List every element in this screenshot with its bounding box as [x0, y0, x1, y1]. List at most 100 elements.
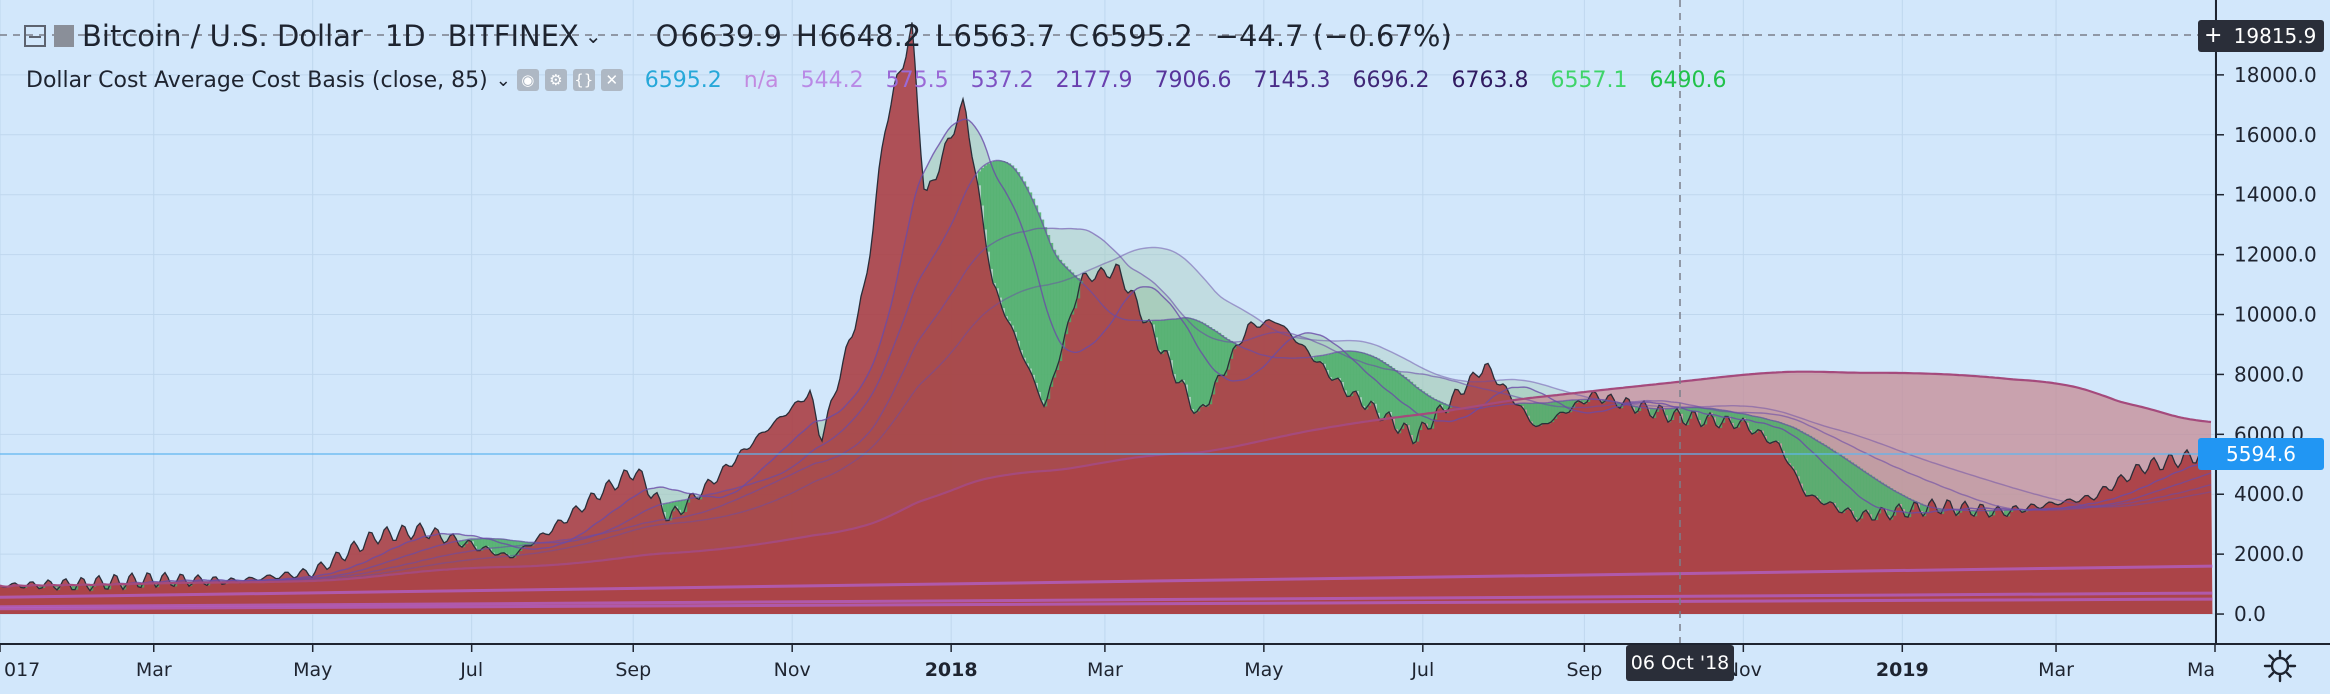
price-below-basis: [2022, 509, 2026, 513]
y-tick-label: 10000.0: [2234, 303, 2317, 327]
price-below-basis: [1746, 414, 1750, 423]
price-below-basis: [1539, 402, 1543, 426]
price-below-basis: [1776, 421, 1780, 442]
price-below-basis: [1380, 360, 1384, 421]
x-tick-label: Mar: [2038, 659, 2074, 681]
price-below-basis: [504, 539, 508, 553]
price-below-basis: [1683, 407, 1687, 423]
price-below-basis: [1689, 407, 1693, 419]
price-below-basis: [1572, 400, 1576, 409]
price-below-basis: [1989, 510, 1993, 518]
code-icon[interactable]: {}: [572, 69, 595, 91]
indicator-values: 6595.2 n/a 544.2 575.5 537.2 2177.9 7906.6 7145…: [623, 68, 1727, 93]
symbol-title[interactable]: Bitcoin / U.S. Dollar: [82, 19, 363, 53]
price-below-basis: [1581, 399, 1585, 403]
price-below-basis: [72, 585, 76, 590]
price-below-basis: [1875, 478, 1879, 520]
price-below-basis: [1425, 393, 1429, 424]
price-below-basis: [1857, 466, 1861, 522]
price-below-basis: [477, 538, 481, 551]
price-below-basis: [663, 503, 667, 513]
price-below-basis: [483, 538, 487, 548]
close-icon[interactable]: ✕: [600, 69, 623, 91]
indicator-value: n/a: [743, 67, 779, 93]
price-below-basis: [1653, 408, 1657, 418]
price-below-basis: [1383, 362, 1387, 421]
collapse-icon[interactable]: [24, 25, 46, 47]
price-below-basis: [1794, 427, 1798, 471]
y-tick-label: 16000.0: [2234, 123, 2317, 147]
price-below-basis: [1782, 423, 1786, 451]
price-below-basis: [1008, 163, 1012, 322]
crosshair-price-value: 19815.9: [2233, 24, 2317, 48]
ohlc-key-c: C: [1068, 19, 1090, 53]
price-below-basis: [1005, 161, 1009, 317]
price-below-basis: [1851, 462, 1855, 511]
interval-label[interactable]: 1D: [384, 19, 426, 53]
price-below-basis: [1185, 317, 1189, 385]
indicator-value: 6696.2: [1352, 67, 1430, 93]
price-below-basis: [525, 541, 529, 546]
price-below-basis: [1740, 413, 1744, 422]
indicator-name[interactable]: Dollar Cost Average Cost Basis (close, 8…: [26, 67, 488, 93]
price-below-basis: [1704, 408, 1708, 425]
price-below-basis: [1158, 320, 1162, 350]
price-below-basis: [1737, 412, 1741, 428]
x-tick-label: Nov: [1725, 659, 1762, 681]
x-tick-label: Ma: [2187, 659, 2215, 681]
gear-icon[interactable]: ⚙: [544, 69, 567, 91]
price-below-basis: [1839, 454, 1843, 513]
chevron-down-icon[interactable]: ⌄: [495, 69, 511, 91]
price-below-basis: [489, 538, 493, 549]
price-below-basis: [1779, 422, 1783, 444]
symbol-legend: Bitcoin / U.S. Dollar 1D BITFINEX ⌄ O663…: [0, 14, 1452, 58]
price-below-basis: [459, 540, 463, 546]
ohlc-value-h: 6648.2: [819, 19, 922, 53]
indicator-value: 7145.3: [1253, 67, 1331, 93]
price-below-basis: [672, 502, 676, 512]
exchange-label[interactable]: BITFINEX: [447, 19, 579, 53]
price-below-basis: [1956, 510, 1960, 516]
indicator-value: 6490.6: [1649, 67, 1727, 93]
eye-icon[interactable]: ◉: [516, 69, 539, 91]
price-below-basis: [1908, 498, 1912, 518]
price-below-basis: [1329, 354, 1333, 378]
price-below-basis: [480, 538, 484, 551]
price-below-basis: [1062, 263, 1066, 349]
price-below-basis: [1518, 403, 1522, 406]
price-below-basis: [1074, 275, 1078, 309]
indicator-value: 7906.6: [1154, 67, 1232, 93]
ohlc-value-c: 6595.2: [1091, 19, 1193, 53]
price-below-basis: [1887, 486, 1891, 516]
ohlc-value-o: 6639.9: [680, 19, 782, 53]
symbol-logo-icon: [54, 25, 74, 47]
cost-basis-line: [0, 159, 2212, 588]
settings-gear-icon[interactable]: [2262, 648, 2298, 684]
price-below-basis: [687, 499, 691, 503]
price-below-basis: [1650, 408, 1654, 416]
crosshair-date-label: 06 Oct '18: [1626, 645, 1734, 681]
price-below-basis: [486, 538, 490, 547]
price-below-basis: [1701, 407, 1705, 427]
price-below-basis: [105, 584, 109, 589]
price-below-basis: [1755, 416, 1759, 433]
time-axis[interactable]: 017 Mar May Jul Sep Nov 2018 Mar May Jul Sep Nov 201…: [0, 644, 2216, 681]
price-below-basis: [1050, 242, 1054, 387]
price-below-basis: [1848, 460, 1852, 508]
price-below-basis: [1905, 496, 1909, 517]
chevron-down-icon[interactable]: ⌄: [584, 24, 602, 48]
price-below-basis: [138, 583, 142, 587]
price-below-basis: [1446, 404, 1450, 413]
price-below-basis: [1860, 468, 1864, 519]
price-axis[interactable]: 0.02000.04000.06000.08000.010000.012000.…: [2216, 63, 2317, 626]
price-below-basis: [1554, 401, 1558, 419]
price-below-basis: [999, 160, 1003, 298]
price-below-basis: [1878, 480, 1882, 514]
price-below-basis: [1533, 403, 1537, 425]
price-below-basis: [1971, 510, 1975, 515]
price-below-basis: [669, 502, 673, 521]
price-below-basis: [993, 161, 997, 284]
price-below-basis: [1893, 490, 1897, 516]
price-below-basis: [987, 163, 991, 252]
